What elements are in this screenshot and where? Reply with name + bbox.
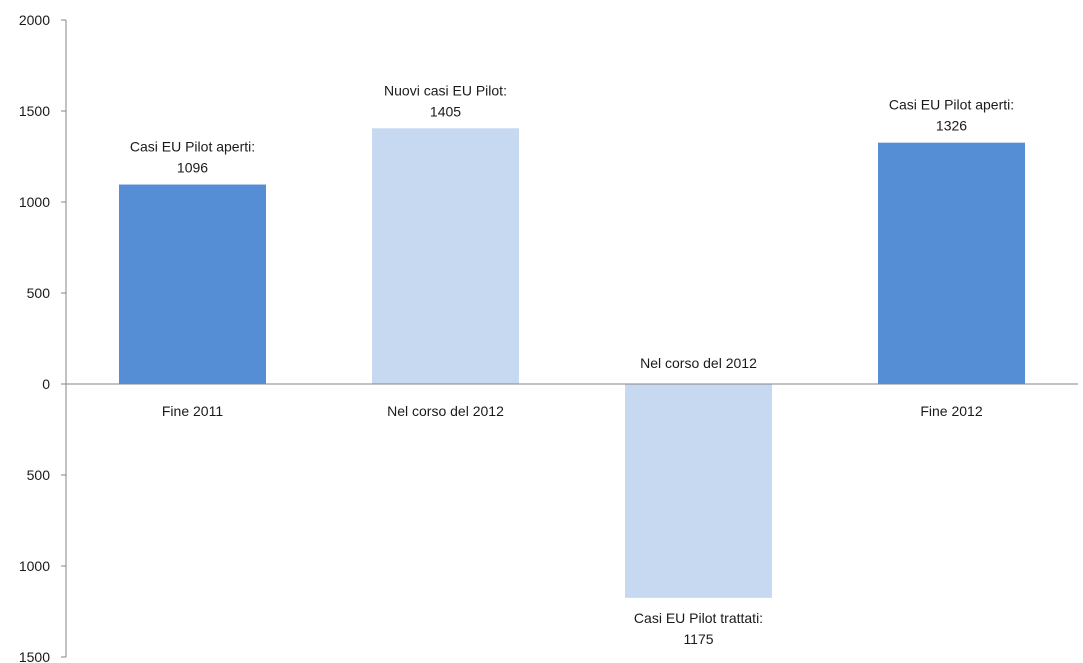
data-label: Casi EU Pilot trattati: — [634, 610, 763, 626]
y-tick-label: 500 — [27, 285, 51, 301]
bar — [878, 142, 1025, 384]
bar — [625, 384, 772, 598]
x-category-label: Fine 2011 — [162, 403, 223, 419]
bar — [372, 128, 519, 384]
data-label: Casi EU Pilot aperti: — [130, 139, 255, 155]
y-tick-label: 2000 — [19, 12, 50, 28]
bar — [119, 184, 266, 384]
y-tick-label: 1000 — [19, 194, 50, 210]
y-tick-label: 1000 — [19, 558, 50, 574]
data-label: 1326 — [936, 118, 967, 134]
y-tick-label: 500 — [27, 467, 51, 483]
x-category-label: Nel corso del 2012 — [387, 403, 504, 419]
y-tick-label: 1500 — [19, 103, 50, 119]
data-label: 1405 — [430, 103, 461, 119]
data-label: Casi EU Pilot aperti: — [889, 97, 1014, 113]
x-category-label: Fine 2012 — [920, 403, 982, 419]
y-tick-label: 1500 — [19, 649, 50, 663]
y-tick-label: 0 — [42, 376, 50, 392]
x-category-label: Nel corso del 2012 — [640, 355, 757, 371]
data-label: 1175 — [683, 631, 713, 647]
data-label: 1096 — [177, 160, 208, 176]
data-label: Nuovi casi EU Pilot: — [384, 82, 507, 98]
